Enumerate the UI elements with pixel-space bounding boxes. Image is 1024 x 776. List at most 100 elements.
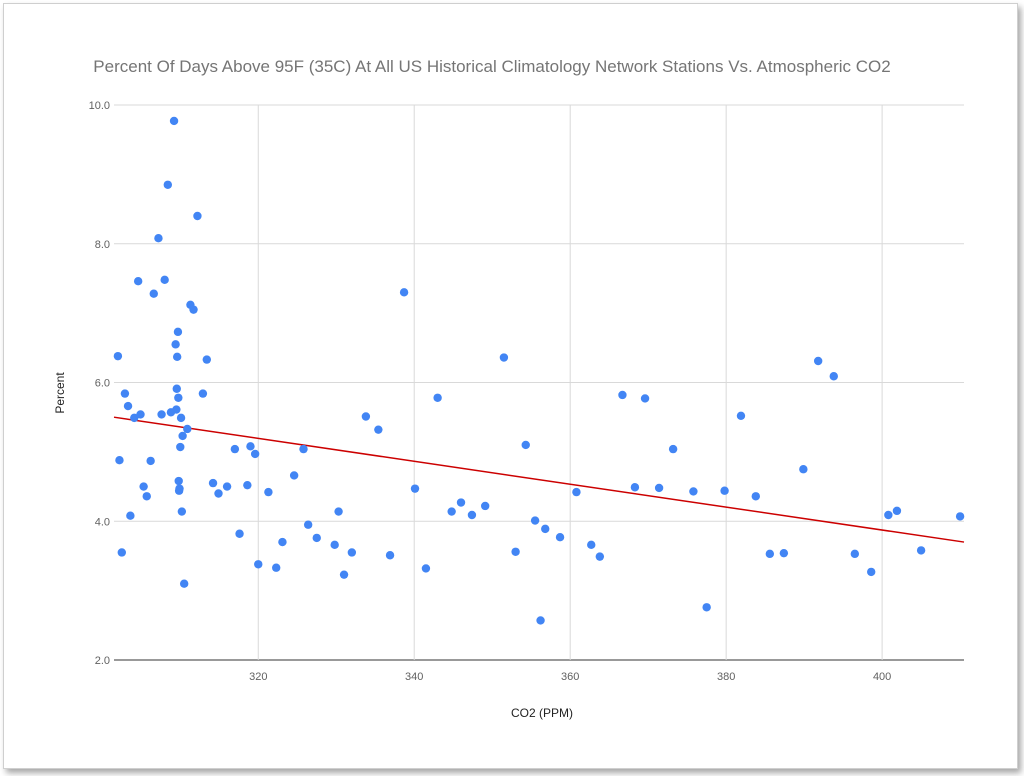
y-tick-label: 6.0 [95, 378, 110, 390]
data-point [399, 288, 409, 297]
chart-frame: Percent Of Days Above 95F (35C) At All U… [3, 3, 1018, 769]
data-point [668, 444, 678, 454]
data-point [480, 501, 490, 511]
data-point [289, 471, 299, 480]
data-point [163, 180, 173, 189]
data-point [361, 412, 371, 421]
data-point [595, 552, 605, 561]
data-point [799, 465, 808, 474]
data-point [765, 549, 775, 559]
data-point [339, 570, 349, 579]
data-point [689, 487, 698, 496]
data-point [618, 390, 627, 400]
data-point [173, 327, 183, 337]
data-point [117, 548, 126, 557]
data-point [149, 289, 158, 298]
data-point [178, 431, 187, 441]
x-tick-label: 380 [717, 671, 735, 683]
data-point [385, 551, 395, 560]
y-tick-label: 4.0 [95, 516, 110, 528]
data-point [113, 351, 123, 361]
data-point [779, 548, 789, 558]
data-point [884, 510, 893, 520]
gridlines [114, 104, 964, 661]
data-point [751, 492, 760, 501]
data-point [179, 579, 189, 588]
data-point [499, 353, 509, 362]
data-point [572, 487, 581, 497]
data-point [916, 546, 926, 555]
data-point [154, 234, 163, 243]
data-point [123, 401, 133, 411]
data-point [867, 567, 876, 577]
data-point [421, 564, 431, 573]
data-point [299, 444, 308, 454]
data-point [587, 540, 596, 550]
data-point [536, 616, 545, 625]
data-point [183, 424, 192, 434]
data-point [892, 506, 902, 516]
data-point [246, 442, 255, 451]
data-point [222, 482, 232, 491]
data-point [133, 277, 143, 286]
data-point [160, 275, 169, 285]
y-tick-labels: 2.0 4.0 6.0 8.0 10.0 [89, 100, 110, 667]
data-point [126, 511, 135, 520]
data-point [334, 507, 343, 516]
data-point [171, 340, 180, 349]
trendline [113, 416, 965, 543]
x-tick-label: 400 [873, 671, 891, 683]
data-point [541, 524, 550, 534]
data-point [850, 549, 860, 559]
data-point [130, 413, 139, 423]
data-point [530, 516, 540, 525]
data-point [702, 603, 711, 612]
data-point [177, 507, 187, 516]
data-point [303, 520, 313, 529]
data-point [521, 440, 530, 450]
data-point [467, 510, 477, 520]
data-point [157, 410, 166, 419]
y-tick-label: 10.0 [89, 100, 110, 112]
data-point [630, 483, 640, 492]
y-tick-label: 2.0 [95, 655, 110, 667]
data-point [254, 560, 263, 569]
data-point [410, 484, 420, 493]
data-point [120, 389, 130, 398]
x-tick-label: 340 [405, 671, 423, 683]
data-point [172, 405, 181, 414]
data-point [264, 487, 273, 497]
data-point [511, 547, 520, 556]
y-axis-label: Percent [53, 372, 67, 414]
chart-title: Percent Of Days Above 95F (35C) At All U… [93, 57, 890, 76]
data-point [347, 548, 357, 557]
data-point [169, 116, 179, 126]
data-point [139, 482, 148, 491]
data-point [189, 305, 198, 314]
data-point [176, 413, 186, 423]
y-tick-label: 8.0 [95, 239, 110, 251]
data-point [330, 540, 339, 550]
data-point [555, 533, 565, 542]
scatter-chart: Percent Of Days Above 95F (35C) At All U… [53, 57, 965, 720]
x-tick-labels: 320 340 360 380 400 [249, 671, 891, 683]
data-point [374, 425, 383, 434]
data-points [113, 116, 965, 625]
data-point [955, 512, 965, 521]
data-point [720, 486, 729, 495]
data-point [736, 411, 746, 420]
data-point [174, 393, 183, 402]
data-point [142, 492, 151, 501]
x-axis-label: CO2 (PPM) [511, 706, 573, 720]
data-point [172, 384, 181, 393]
data-point [193, 211, 202, 221]
data-point [146, 456, 155, 466]
data-point [202, 355, 211, 364]
data-point [250, 449, 260, 459]
data-point [272, 563, 281, 572]
data-point [813, 356, 823, 366]
data-point [829, 372, 838, 381]
data-point [208, 478, 218, 488]
x-tick-label: 320 [249, 671, 267, 683]
data-point [654, 483, 664, 493]
